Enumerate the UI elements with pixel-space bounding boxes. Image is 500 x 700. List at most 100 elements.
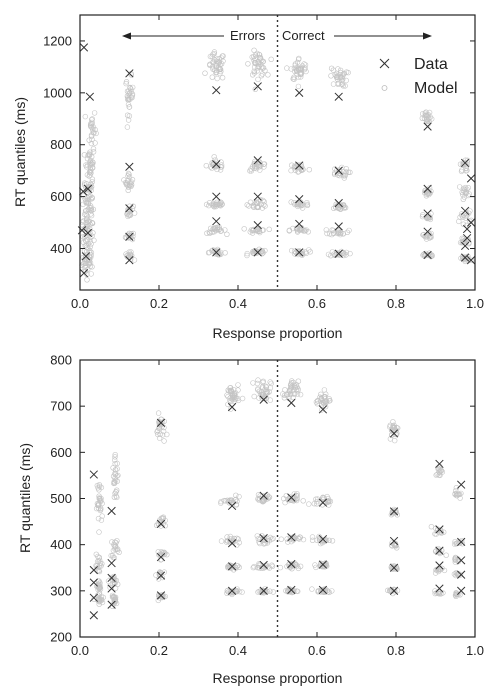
model-point [89, 116, 96, 122]
model-point [432, 570, 439, 576]
bottom-x-ticks: 0.0 0.2 0.4 0.6 0.8 1.0 [71, 360, 484, 658]
model-point [209, 74, 216, 80]
data-point [89, 578, 98, 587]
model-point [295, 535, 302, 541]
y-tick-label: 200 [50, 630, 72, 645]
y-tick-label: 400 [50, 241, 72, 256]
model-point [285, 497, 292, 504]
model-point [90, 146, 97, 152]
model-point [124, 210, 131, 217]
model-point [436, 466, 443, 472]
model-point [87, 192, 93, 199]
model-point [155, 428, 161, 434]
model-point [110, 465, 116, 471]
model-point [335, 228, 342, 234]
model-point [98, 563, 104, 569]
model-point [122, 234, 129, 241]
model-point [112, 461, 118, 467]
model-point [82, 264, 88, 270]
model-point [333, 74, 340, 80]
model-point [257, 163, 263, 170]
model-point [347, 169, 353, 176]
data-point [125, 232, 134, 241]
model-point [393, 431, 400, 438]
model-point [125, 187, 131, 194]
model-point [161, 569, 168, 575]
model-point [342, 83, 348, 89]
data-point [259, 586, 268, 595]
model-point [255, 377, 261, 383]
model-point [255, 227, 261, 233]
data-point [423, 209, 432, 218]
model-point [114, 494, 120, 501]
x-tick-label: 0.4 [229, 643, 247, 658]
model-point [213, 67, 220, 73]
model-point [80, 218, 87, 224]
data-point [466, 174, 476, 183]
model-point [339, 81, 345, 87]
model-point [218, 538, 225, 544]
model-point [257, 196, 264, 203]
top-data-points [77, 43, 476, 278]
data-point [156, 591, 166, 600]
model-point [85, 152, 91, 159]
model-point [95, 558, 102, 564]
model-point [203, 201, 210, 208]
model-point [204, 230, 210, 236]
model-point [88, 140, 95, 147]
model-point [81, 211, 88, 218]
model-point [457, 239, 464, 246]
model-point [125, 96, 132, 102]
bottom-model-points [91, 377, 466, 609]
model-point [246, 203, 252, 209]
model-point [89, 136, 95, 143]
model-point [154, 429, 160, 435]
model-point [88, 167, 94, 173]
model-point [328, 253, 334, 259]
model-point [230, 538, 237, 544]
model-point [258, 64, 265, 70]
model-point [389, 540, 395, 546]
data-point [227, 501, 237, 511]
data-point [125, 69, 134, 78]
model-point [212, 157, 218, 163]
model-point [126, 104, 133, 110]
model-point [87, 157, 94, 164]
data-point [81, 252, 91, 261]
model-point [292, 167, 298, 173]
data-point [334, 166, 343, 175]
model-point [222, 227, 228, 233]
data-point [460, 241, 470, 251]
model-point [262, 495, 268, 501]
model-point [127, 84, 133, 91]
model-point [336, 230, 342, 236]
bottom-x-axis-title: Response proportion [213, 670, 343, 686]
model-point [234, 535, 240, 541]
model-point [294, 391, 301, 397]
model-point [256, 565, 263, 571]
model-point [424, 215, 430, 222]
model-point [433, 548, 439, 554]
model-point [255, 536, 261, 542]
model-point [451, 541, 458, 547]
model-point [111, 479, 118, 485]
model-point [96, 554, 103, 561]
model-point [112, 585, 119, 591]
model-point [210, 66, 216, 72]
model-point [90, 124, 97, 130]
model-point [94, 500, 101, 507]
model-point [280, 391, 286, 397]
model-point [343, 77, 349, 84]
model-point [317, 534, 323, 541]
x-tick-label: 0.8 [387, 643, 405, 658]
model-point [321, 387, 328, 393]
model-point [98, 517, 105, 523]
model-point [420, 212, 426, 218]
model-point [111, 494, 118, 500]
model-point [202, 70, 208, 76]
model-point [217, 200, 223, 207]
model-point [320, 494, 326, 500]
model-point [88, 207, 95, 213]
model-point [313, 496, 319, 502]
model-point [218, 61, 225, 67]
